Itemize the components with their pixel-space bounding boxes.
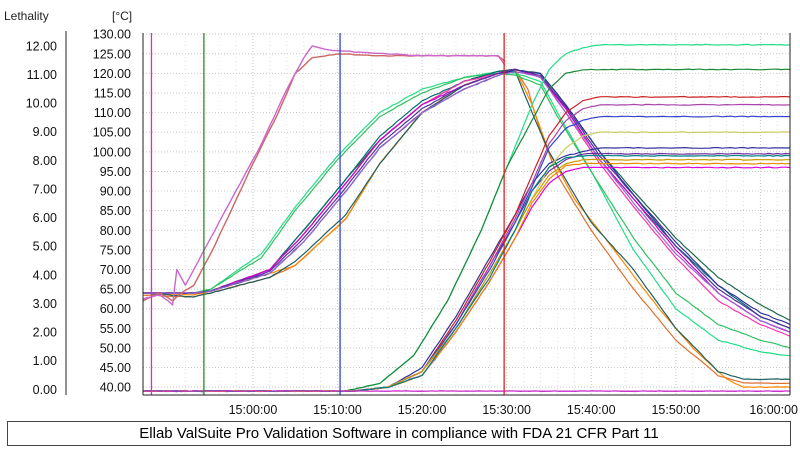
temp-tick-label: 50.00 [100,341,131,355]
time-tick-label: 15:00:00 [229,403,278,417]
axis-layer: 40.00 45.00 50.00 55.00 60.00 65.00 70.00 75.00… [26,28,798,417]
lethality-tick-label: 11.00 [27,68,57,82]
lethality-tick-label: 7.00 [33,182,57,196]
time-tick-label: 15:40:00 [567,403,616,417]
lethality-tick-label: 5.00 [33,240,57,254]
lethality-tick-label: 9.00 [33,125,57,139]
temperature-series-line [142,68,791,329]
lethality-tick-label: 6.00 [33,211,57,225]
lethality-tick-label: 0.00 [33,383,57,397]
time-tick-label: 15:20:00 [398,403,447,417]
temp-tick-label: 110.00 [94,106,131,120]
chart-svg: Lethality [°C] 40.00 45.00 50.00 55.00 60.00… [4,9,798,417]
temp-tick-label: 70.00 [100,263,131,277]
temp-tick-label: 120.00 [93,67,131,81]
temp-tick-label: 60.00 [100,302,131,316]
lethality-tick-label: 2.00 [33,326,57,340]
caption-banner: Ellab ValSuite Pro Validation Software i… [7,421,791,446]
temp-tick-label: 55.00 [100,322,131,336]
lethality-tick-label: 12.00 [26,39,57,53]
temp-tick-label: 75.00 [100,243,131,257]
lethality-tick-label: 4.00 [33,268,57,282]
time-tick-label: 15:50:00 [651,403,700,417]
temp-tick-label: 130.00 [93,28,131,42]
temperature-lethality-chart: Lethality [°C] 40.00 45.00 50.00 55.00 60.00… [4,9,798,417]
time-tick-label: 15:30:00 [482,403,531,417]
time-tick-label: 15:10:00 [313,403,362,417]
lethality-tick-label: 10.00 [26,97,57,111]
temperature-axis-title: [°C] [112,9,132,23]
grid-layer [143,33,790,395]
temp-tick-label: 85.00 [100,204,131,218]
temp-tick-label: 40.00 [100,381,131,395]
temp-tick-label: 115.00 [94,87,131,101]
temp-tick-label: 100.00 [93,145,131,159]
temp-tick-label: 65.00 [100,283,131,297]
temp-tick-label: 45.00 [100,361,131,375]
temp-tick-label: 90.00 [100,185,131,199]
temp-tick-label: 80.00 [100,224,131,238]
lethality-tick-label: 1.00 [33,354,57,368]
lethality-tick-label: 3.00 [33,297,57,311]
lethality-axis-title: Lethality [4,9,49,23]
marker-layer [143,33,790,395]
temp-tick-label: 125.00 [93,47,131,61]
temperature-series-line [142,72,791,349]
temp-tick-label: 95.00 [100,165,131,179]
temperature-series-line [142,71,791,333]
temp-tick-label: 105.00 [93,126,131,140]
lethality-tick-label: 8.00 [33,154,57,168]
time-tick-label: 16:00:00 [749,403,798,417]
